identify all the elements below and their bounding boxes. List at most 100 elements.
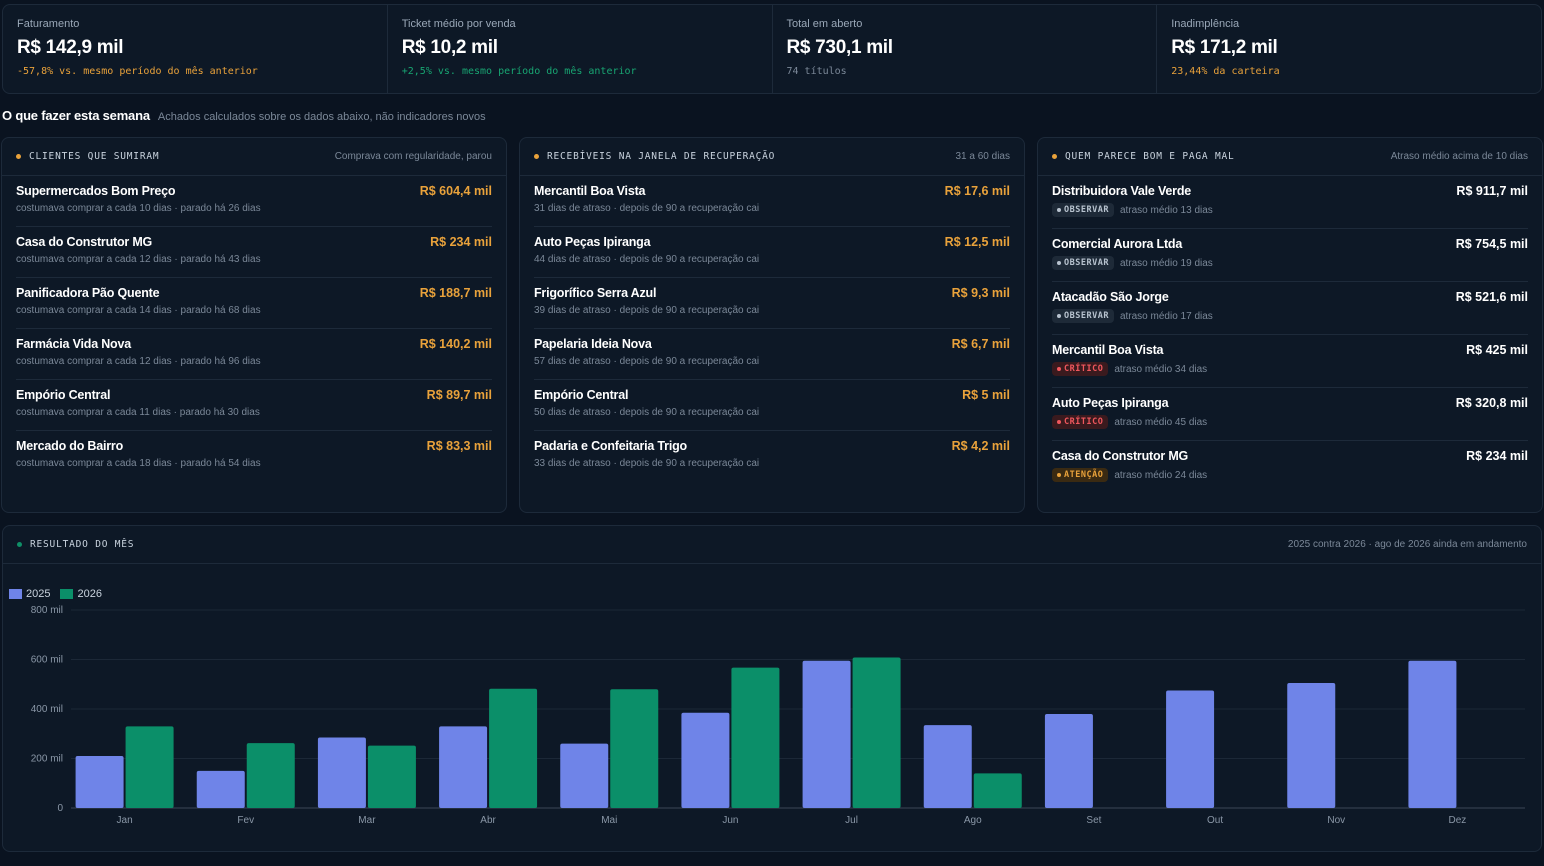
row-subtitle: costumava comprar a cada 14 dias · parad… — [16, 305, 492, 316]
amber-dot-icon — [16, 154, 21, 159]
card-recebiveis: RECEBÍVEIS NA JANELA DE RECUPERAÇÃO 31 a… — [519, 137, 1025, 513]
row-name: Mercantil Boa Vista — [534, 184, 646, 198]
row-detail: atraso médio 19 dias — [1119, 257, 1213, 269]
list-item[interactable]: Mercado do Bairro R$ 83,3 mil costumava co… — [16, 431, 492, 482]
bar-2026-mar — [367, 745, 416, 808]
bar-2026-fev — [246, 743, 295, 808]
list-item[interactable]: Supermercados Bom Preço R$ 604,4 mil costu… — [16, 176, 492, 227]
row-subtitle: OBSERVAR atraso médio 17 dias — [1052, 309, 1528, 323]
list-item[interactable]: Padaria e Confeitaria Trigo R$ 4,2 mil 33 … — [534, 431, 1010, 482]
week-title: O que fazer esta semana — [2, 108, 150, 123]
x-tick-label: Out — [1207, 815, 1223, 826]
bar-2025-jun — [681, 712, 730, 808]
list-item[interactable]: Casa do Construtor MG R$ 234 mil ATENÇÃO at… — [1052, 441, 1528, 494]
list-item[interactable]: Casa do Construtor MG R$ 234 mil costumava… — [16, 227, 492, 278]
list-item[interactable]: Mercantil Boa Vista R$ 17,6 mil 31 dias de… — [534, 176, 1010, 227]
row-value: R$ 234 mil — [430, 235, 492, 249]
row-top: Distribuidora Vale Verde R$ 911,7 mil — [1052, 184, 1528, 198]
card-header: RECEBÍVEIS NA JANELA DE RECUPERAÇÃO 31 a… — [520, 138, 1024, 176]
chart-legend: 2025 2026 — [9, 588, 102, 600]
list-item[interactable]: Atacadão São Jorge R$ 521,6 mil OBSERVAR at… — [1052, 282, 1528, 335]
card-rows: Distribuidora Vale Verde R$ 911,7 mil OBSE… — [1038, 176, 1542, 494]
row-name: Mercantil Boa Vista — [1052, 343, 1164, 357]
row-top: Auto Peças Ipiranga R$ 12,5 mil — [534, 235, 1010, 249]
status-badge-text: OBSERVAR — [1064, 205, 1109, 215]
row-name: Distribuidora Vale Verde — [1052, 184, 1192, 198]
legend-label: 2026 — [77, 588, 102, 600]
amber-dot-icon — [1052, 154, 1057, 159]
kpi-value: R$ 10,2 mil — [401, 37, 498, 58]
list-item[interactable]: Papelaria Ideia Nova R$ 6,7 mil 57 dias de… — [534, 329, 1010, 380]
bar-2025-jul — [802, 660, 851, 808]
y-tick-label: 600 mil — [31, 655, 63, 666]
status-badge: CRÍTICO — [1052, 362, 1109, 376]
status-badge: OBSERVAR — [1052, 256, 1114, 270]
row-subtitle: costumava comprar a cada 12 dias · parad… — [16, 254, 492, 265]
list-item[interactable]: Distribuidora Vale Verde R$ 911,7 mil OBSE… — [1052, 176, 1528, 229]
row-top: Empório Central R$ 5 mil — [534, 388, 1010, 402]
x-tick-label: Mar — [358, 815, 376, 826]
list-item[interactable]: Empório Central R$ 5 mil 50 dias de atraso… — [534, 380, 1010, 431]
bar-2025-jan — [75, 756, 124, 808]
status-badge: OBSERVAR — [1052, 309, 1114, 323]
row-detail: 33 dias de atraso · depois de 90 a recup… — [534, 458, 760, 469]
row-value: R$ 140,2 mil — [419, 337, 492, 351]
x-tick-label: Set — [1086, 815, 1101, 826]
row-detail: 39 dias de atraso · depois de 90 a recup… — [534, 305, 760, 316]
bar-2025-mar — [317, 737, 366, 808]
row-top: Farmácia Vida Nova R$ 140,2 mil — [16, 337, 492, 351]
row-value: R$ 521,6 mil — [1455, 290, 1528, 304]
y-tick-label: 0 — [57, 803, 63, 814]
result-chart-card: RESULTADO DO MÊS 2025 contra 2026 · ago … — [2, 525, 1542, 852]
bar-2025-mai — [560, 743, 609, 808]
list-item[interactable]: Empório Central R$ 89,7 mil costumava comp… — [16, 380, 492, 431]
row-value: R$ 17,6 mil — [944, 184, 1010, 198]
x-tick-label: Fev — [237, 815, 254, 826]
kpi-value: R$ 171,2 mil — [1171, 37, 1278, 58]
week-section-title: O que fazer esta semana Achados calculad… — [2, 108, 486, 123]
list-item[interactable]: Panificadora Pão Quente R$ 188,7 mil costu… — [16, 278, 492, 329]
list-item[interactable]: Auto Peças Ipiranga R$ 320,8 mil CRÍTICO at… — [1052, 388, 1528, 441]
bar-2025-dez — [1408, 660, 1457, 808]
status-dot-icon — [1057, 367, 1061, 371]
row-detail: atraso médio 34 dias — [1114, 363, 1208, 375]
status-badge-text: OBSERVAR — [1064, 311, 1109, 321]
row-top: Papelaria Ideia Nova R$ 6,7 mil — [534, 337, 1010, 351]
row-top: Panificadora Pão Quente R$ 188,7 mil — [16, 286, 492, 300]
kpi-note: +2,5% vs. mesmo período do mês anterior — [401, 66, 637, 77]
row-value: R$ 320,8 mil — [1455, 396, 1528, 410]
legend-label: 2025 — [26, 588, 51, 600]
row-detail: 57 dias de atraso · depois de 90 a recup… — [534, 356, 760, 367]
card-title-text: CLIENTES QUE SUMIRAM — [29, 151, 160, 162]
row-detail: costumava comprar a cada 10 dias · parad… — [16, 203, 261, 214]
bar-2026-jun — [731, 667, 780, 808]
x-tick-label: Jun — [722, 815, 738, 826]
row-top: Mercantil Boa Vista R$ 17,6 mil — [534, 184, 1010, 198]
row-subtitle: ATENÇÃO atraso médio 24 dias — [1052, 468, 1528, 482]
row-value: R$ 4,2 mil — [951, 439, 1010, 453]
row-detail: 44 dias de atraso · depois de 90 a recup… — [534, 254, 760, 265]
list-item[interactable]: Farmácia Vida Nova R$ 140,2 mil costumava … — [16, 329, 492, 380]
green-dot-icon — [17, 542, 22, 547]
row-value: R$ 9,3 mil — [951, 286, 1010, 300]
row-detail: 50 dias de atraso · depois de 90 a recup… — [534, 407, 760, 418]
list-item[interactable]: Frigorífico Serra Azul R$ 9,3 mil 39 dias … — [534, 278, 1010, 329]
list-item[interactable]: Mercantil Boa Vista R$ 425 mil CRÍTICO atra… — [1052, 335, 1528, 388]
kpi-label: Inadimplência — [1171, 18, 1240, 30]
list-item[interactable]: Comercial Aurora Ltda R$ 754,5 mil OBSERVA… — [1052, 229, 1528, 282]
row-name: Casa do Construtor MG — [16, 235, 153, 249]
row-subtitle: CRÍTICO atraso médio 34 dias — [1052, 362, 1528, 376]
bar-2026-jul — [852, 657, 901, 808]
legend-item-2026[interactable]: 2026 — [60, 588, 102, 600]
bar-2026-abr — [489, 688, 538, 808]
kpi-inadimplencia: Inadimplência R$ 171,2 mil 23,44% da car… — [1157, 5, 1541, 93]
kpi-note: 23,44% da carteira — [1171, 66, 1280, 77]
row-name: Farmácia Vida Nova — [16, 337, 131, 351]
list-item[interactable]: Auto Peças Ipiranga R$ 12,5 mil 44 dias de… — [534, 227, 1010, 278]
row-value: R$ 6,7 mil — [951, 337, 1010, 351]
row-subtitle: 50 dias de atraso · depois de 90 a recup… — [534, 407, 1010, 418]
row-top: Atacadão São Jorge R$ 521,6 mil — [1052, 290, 1528, 304]
legend-item-2025[interactable]: 2025 — [9, 588, 50, 600]
kpi-label: Total em aberto — [786, 18, 863, 30]
card-header: RESULTADO DO MÊS 2025 contra 2026 · ago … — [3, 526, 1541, 564]
